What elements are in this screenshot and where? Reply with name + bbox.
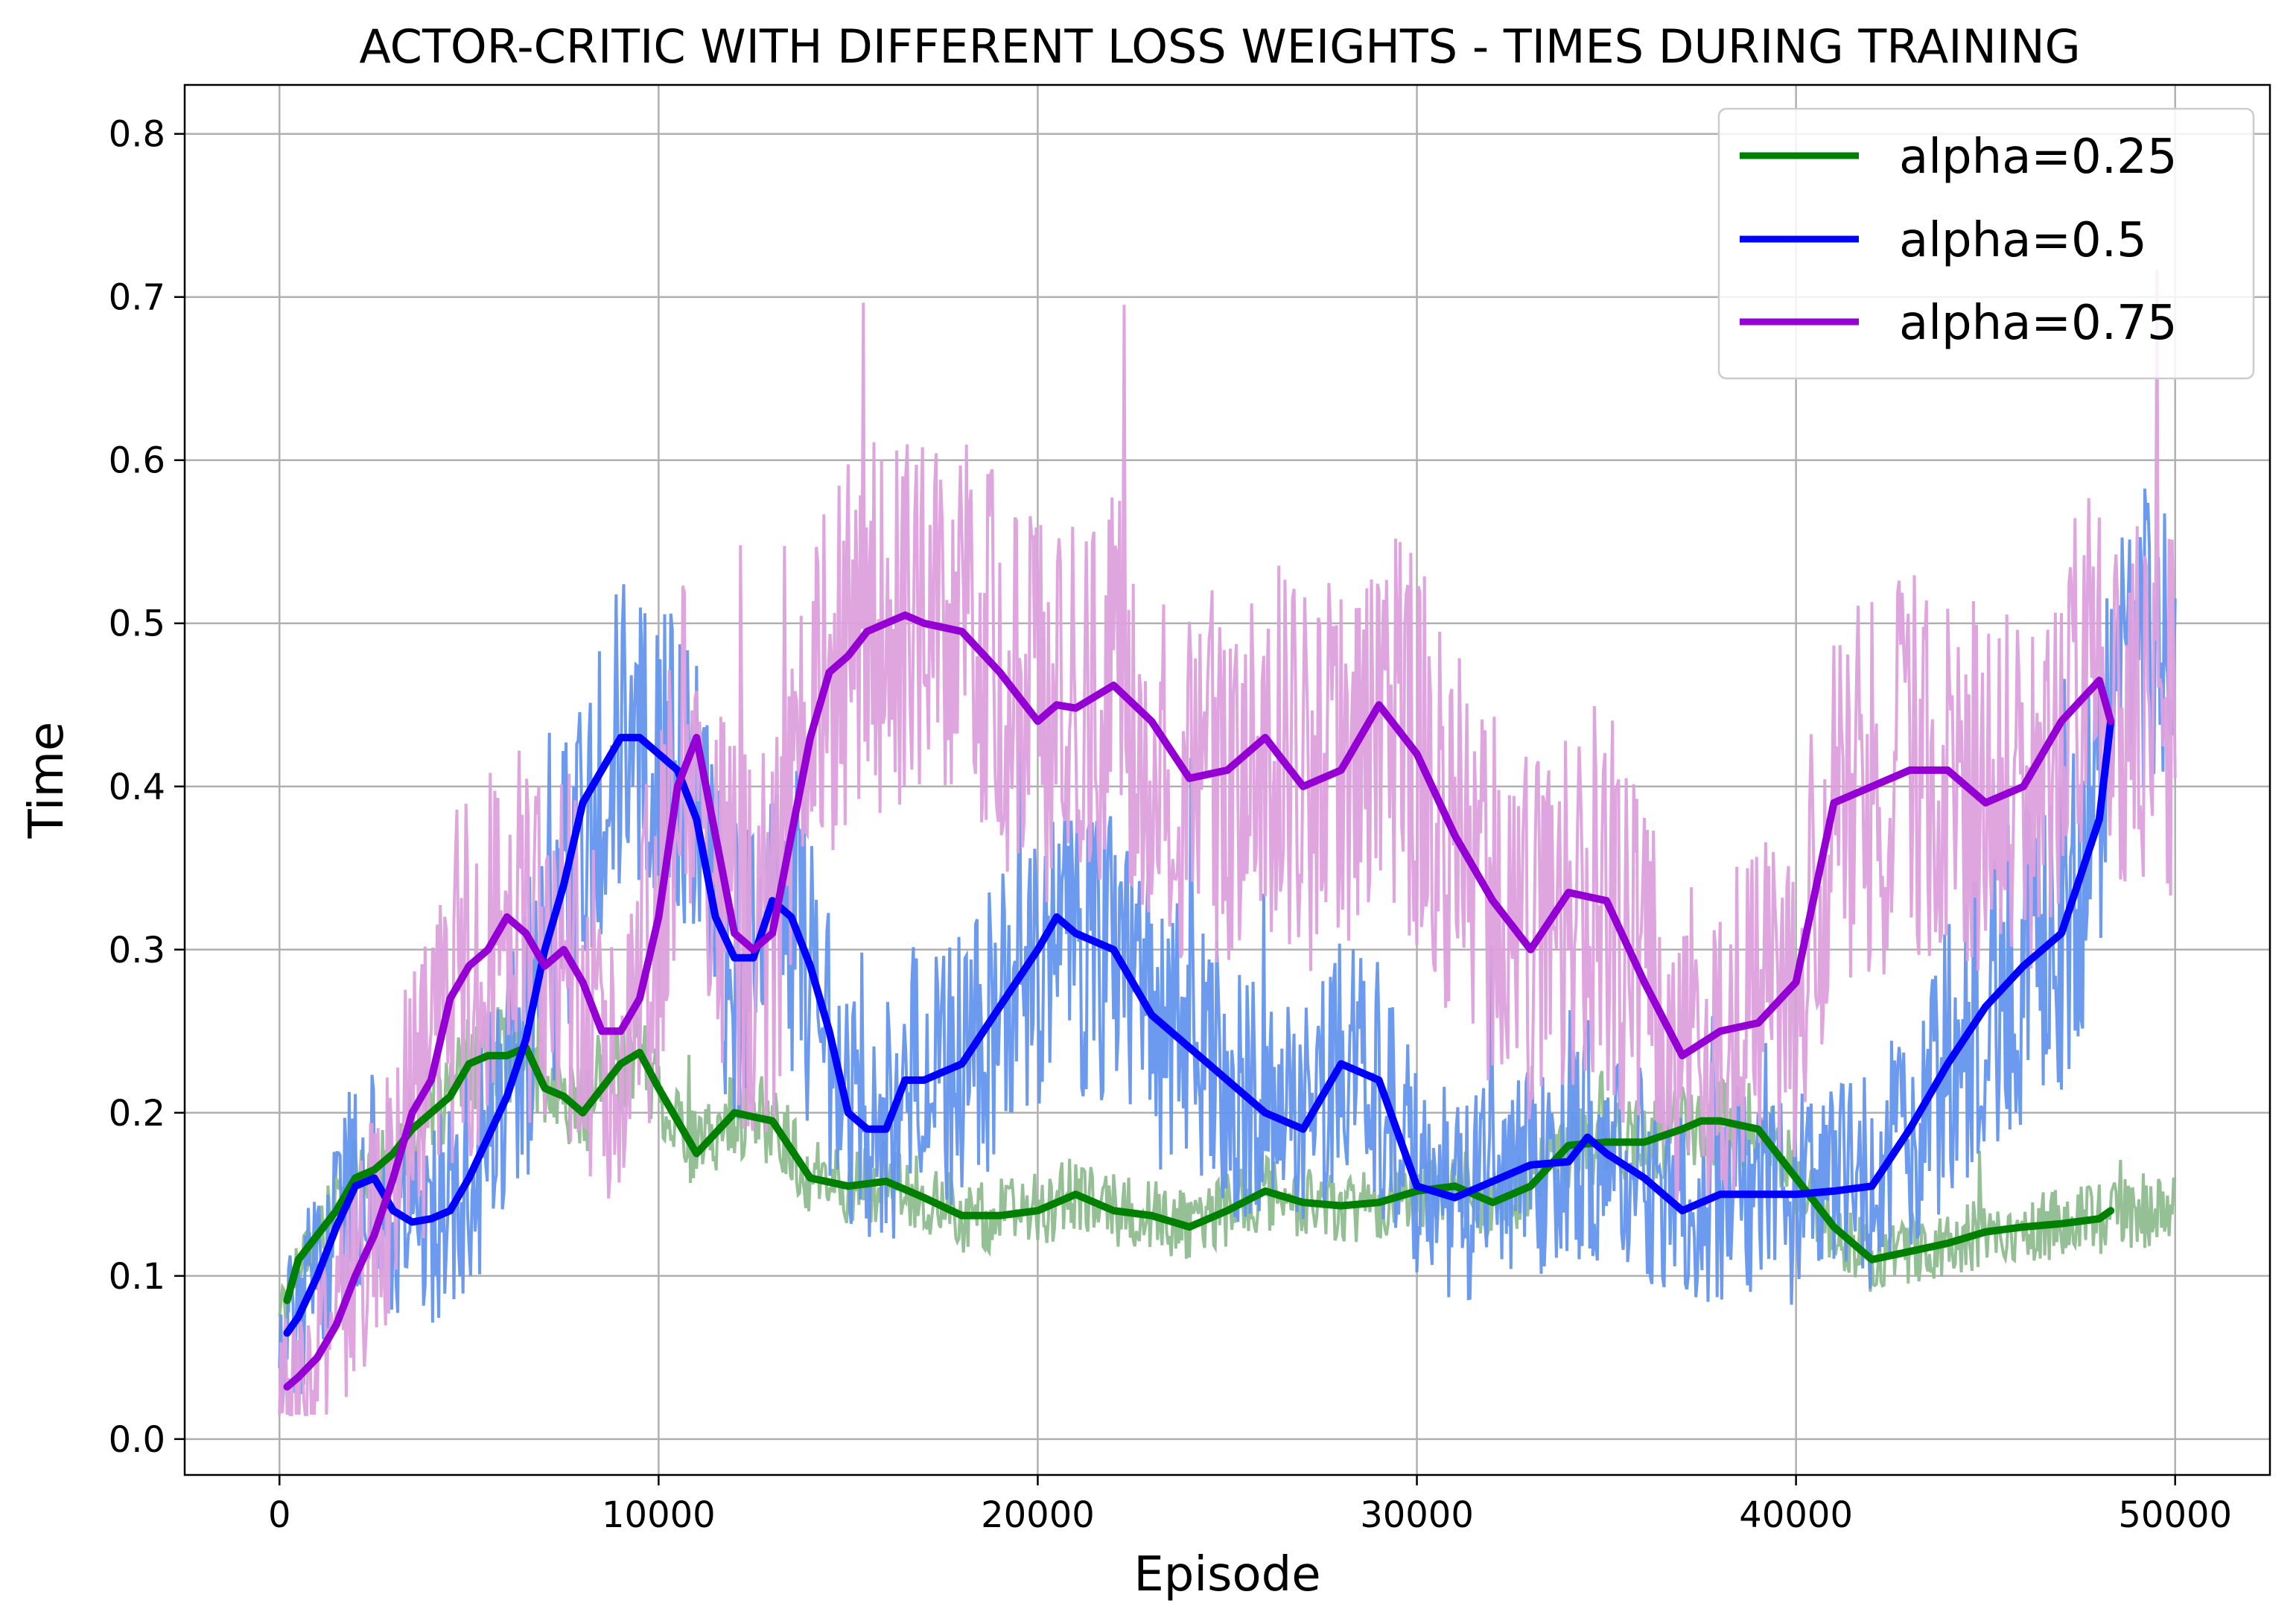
y-axis-ticks: 0.0 0.1 0.2 0.3 0.4 0.5 0.6 0.7 0.8 (109, 114, 185, 1461)
raw-line-alpha-0-75 (278, 269, 2177, 1416)
y-tick-label: 0.8 (109, 114, 165, 156)
x-tick-label: 0 (268, 1494, 291, 1536)
raw-line-alpha-0-5 (278, 488, 2177, 1409)
x-tick-label: 30000 (1360, 1494, 1474, 1536)
y-tick-label: 0.6 (109, 440, 165, 482)
legend-label-alpha-0-25: alpha=0.25 (1899, 130, 2178, 185)
y-tick-label: 0.4 (109, 767, 165, 808)
x-tick-label: 50000 (2118, 1494, 2232, 1536)
y-tick-label: 0.0 (109, 1419, 165, 1461)
x-tick-label: 20000 (981, 1494, 1095, 1536)
plot-frame (183, 83, 2271, 1476)
legend-box (1717, 107, 2255, 380)
x-axis-ticks: 0 10000 20000 30000 40000 50000 (268, 1475, 2232, 1536)
series-line-alpha-0-25 (283, 1044, 2115, 1304)
y-tick-label: 0.3 (109, 930, 165, 971)
y-tick-label: 0.1 (109, 1256, 165, 1298)
y-axis-label: Time (19, 722, 74, 840)
chart-title: ACTOR-CRITIC WITH DIFFERENT LOSS WEIGHTS… (359, 19, 2080, 74)
series-line-alpha-0-75 (283, 611, 2115, 1391)
y-tick-label: 0.7 (109, 277, 165, 319)
x-tick-label: 10000 (602, 1494, 716, 1536)
y-tick-label: 0.5 (109, 603, 165, 645)
x-tick-label: 40000 (1739, 1494, 1853, 1536)
legend-label-alpha-0-5: alpha=0.5 (1899, 213, 2147, 268)
x-axis-label: Episode (1133, 1547, 1320, 1602)
series-line-alpha-0-5 (283, 717, 2115, 1337)
legend-label-alpha-0-75: alpha=0.75 (1899, 296, 2178, 351)
smoothed-series-lines (283, 611, 2115, 1391)
legend: alpha=0.25 alpha=0.5 alpha=0.75 (1717, 107, 2255, 380)
y-tick-label: 0.2 (109, 1093, 165, 1135)
